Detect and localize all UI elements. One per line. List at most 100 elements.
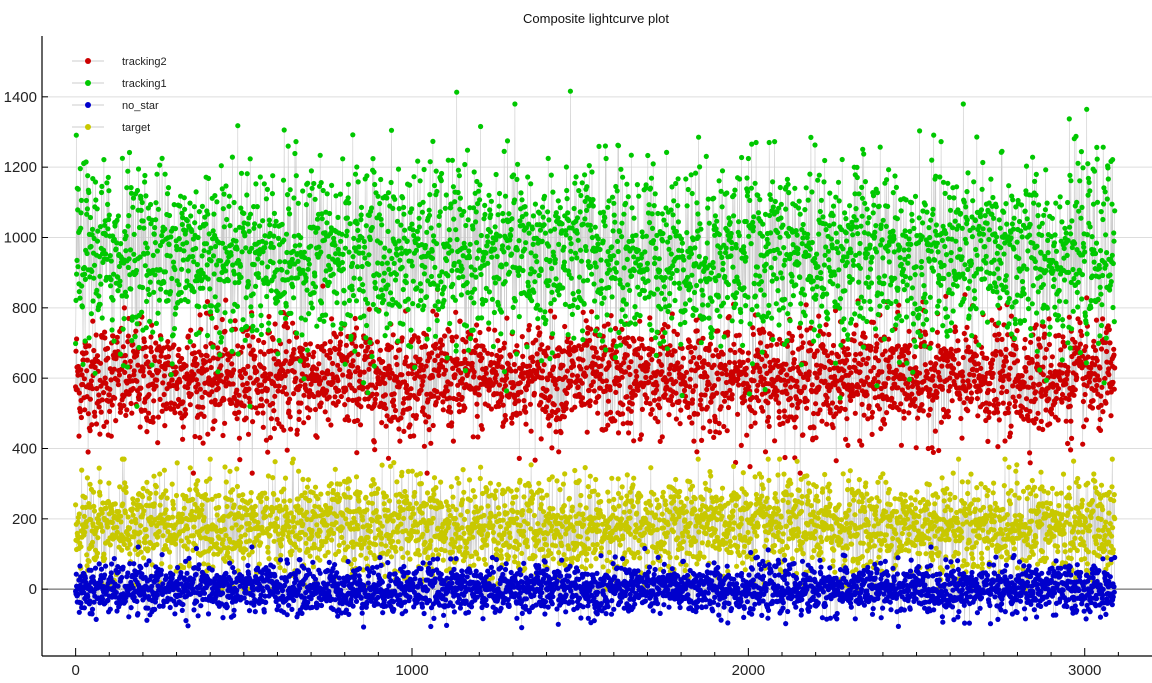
data-point bbox=[625, 282, 631, 288]
data-point bbox=[609, 294, 615, 300]
data-point bbox=[855, 391, 861, 397]
data-point bbox=[122, 369, 128, 375]
data-point bbox=[377, 347, 383, 353]
data-point bbox=[461, 348, 467, 354]
data-point bbox=[265, 375, 271, 381]
data-point bbox=[284, 192, 291, 198]
data-point bbox=[643, 374, 649, 380]
data-point bbox=[270, 260, 276, 266]
data-point bbox=[217, 352, 223, 358]
data-point bbox=[354, 220, 360, 227]
data-point bbox=[279, 267, 285, 273]
data-point bbox=[633, 378, 639, 384]
data-point bbox=[648, 336, 655, 342]
data-point bbox=[369, 353, 375, 360]
data-point bbox=[609, 244, 615, 250]
data-point bbox=[679, 240, 686, 246]
data-point bbox=[284, 269, 290, 275]
data-point bbox=[241, 366, 247, 373]
data-point bbox=[208, 303, 215, 309]
data-point bbox=[523, 211, 529, 217]
data-point bbox=[705, 302, 711, 308]
data-point bbox=[568, 248, 574, 254]
data-point bbox=[373, 285, 379, 291]
data-point bbox=[825, 402, 831, 408]
data-point bbox=[454, 396, 460, 402]
data-point bbox=[290, 320, 296, 326]
data-point bbox=[144, 298, 150, 304]
data-point bbox=[150, 419, 156, 425]
data-point bbox=[193, 189, 199, 195]
data-point bbox=[888, 354, 894, 360]
data-point bbox=[256, 274, 262, 280]
data-point bbox=[509, 251, 515, 257]
data-point bbox=[426, 427, 432, 433]
data-point bbox=[494, 253, 500, 260]
data-point bbox=[379, 261, 385, 267]
data-point bbox=[152, 357, 158, 364]
data-point bbox=[226, 203, 232, 209]
data-point bbox=[639, 406, 646, 412]
data-point bbox=[539, 375, 545, 381]
data-point bbox=[567, 383, 574, 389]
data-point bbox=[575, 304, 581, 310]
data-point bbox=[136, 396, 142, 402]
data-point bbox=[784, 391, 790, 397]
data-point bbox=[882, 421, 888, 427]
data-point bbox=[217, 330, 223, 336]
data-point bbox=[440, 399, 446, 405]
data-point bbox=[153, 217, 159, 223]
data-point bbox=[247, 211, 254, 217]
data-point bbox=[107, 408, 113, 414]
data-point bbox=[376, 308, 382, 314]
data-point bbox=[307, 192, 313, 198]
data-point bbox=[115, 382, 121, 388]
data-point bbox=[704, 386, 710, 393]
data-point bbox=[733, 459, 739, 466]
data-point bbox=[352, 388, 358, 394]
data-point bbox=[430, 138, 436, 144]
data-point bbox=[491, 360, 497, 366]
data-point bbox=[89, 386, 96, 392]
data-point bbox=[486, 289, 492, 295]
data-point bbox=[246, 228, 252, 234]
data-point bbox=[152, 272, 158, 278]
data-point bbox=[154, 377, 160, 383]
data-point bbox=[577, 247, 584, 253]
data-point bbox=[719, 371, 725, 377]
data-point bbox=[957, 396, 963, 402]
data-point bbox=[1028, 339, 1034, 345]
data-point bbox=[624, 394, 630, 400]
data-point bbox=[283, 349, 289, 355]
data-point bbox=[652, 191, 658, 197]
data-point bbox=[543, 317, 549, 323]
data-point bbox=[647, 315, 653, 321]
data-point bbox=[413, 247, 419, 253]
data-point bbox=[826, 331, 832, 338]
data-point bbox=[1004, 388, 1010, 395]
data-point bbox=[244, 192, 250, 198]
data-point bbox=[275, 388, 281, 394]
data-point bbox=[130, 385, 136, 392]
data-point bbox=[627, 384, 633, 390]
data-point bbox=[399, 264, 405, 270]
data-point bbox=[591, 281, 597, 287]
data-point bbox=[582, 216, 588, 222]
data-point bbox=[556, 292, 562, 298]
data-point bbox=[1072, 339, 1078, 345]
data-point bbox=[318, 180, 324, 186]
data-point bbox=[142, 407, 148, 413]
data-point bbox=[408, 386, 414, 392]
data-point bbox=[315, 343, 321, 350]
data-point bbox=[565, 210, 571, 216]
data-point bbox=[845, 346, 851, 352]
data-point bbox=[913, 445, 919, 451]
data-point bbox=[407, 182, 413, 188]
data-point bbox=[614, 359, 620, 365]
data-point bbox=[621, 360, 627, 366]
data-point bbox=[98, 189, 105, 196]
data-point bbox=[471, 369, 477, 375]
data-point bbox=[335, 399, 341, 405]
data-point bbox=[176, 346, 182, 352]
data-point bbox=[123, 248, 129, 254]
